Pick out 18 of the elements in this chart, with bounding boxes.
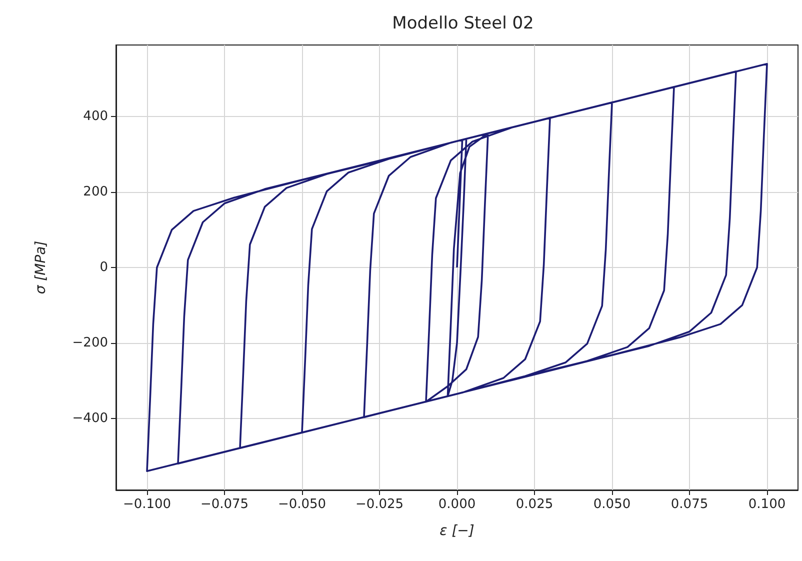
x-axis-title: ε [−] (440, 523, 474, 539)
y-tick-label: −200 (72, 335, 108, 350)
x-tick-label: −0.050 (278, 497, 326, 512)
y-tick-label: 200 (83, 184, 108, 200)
chart-title: Modello Steel 02 (392, 14, 534, 34)
x-tick-label: −0.025 (355, 497, 404, 512)
x-tick-label: 0.025 (516, 497, 554, 512)
line-series (146, 62, 768, 472)
x-tick-label: 0.100 (748, 497, 786, 512)
x-tick-label: −0.100 (122, 497, 172, 512)
y-tick-label: 400 (83, 109, 108, 124)
x-tick-label: 0.000 (438, 497, 476, 512)
y-tick-label: −400 (72, 410, 108, 426)
x-tick-label: 0.075 (670, 497, 708, 512)
y-tick-label: 0 (100, 260, 108, 275)
x-tick-label: −0.075 (200, 497, 249, 512)
x-tick-label: 0.050 (593, 497, 631, 512)
y-axis-title: σ [MPa] (33, 240, 49, 294)
